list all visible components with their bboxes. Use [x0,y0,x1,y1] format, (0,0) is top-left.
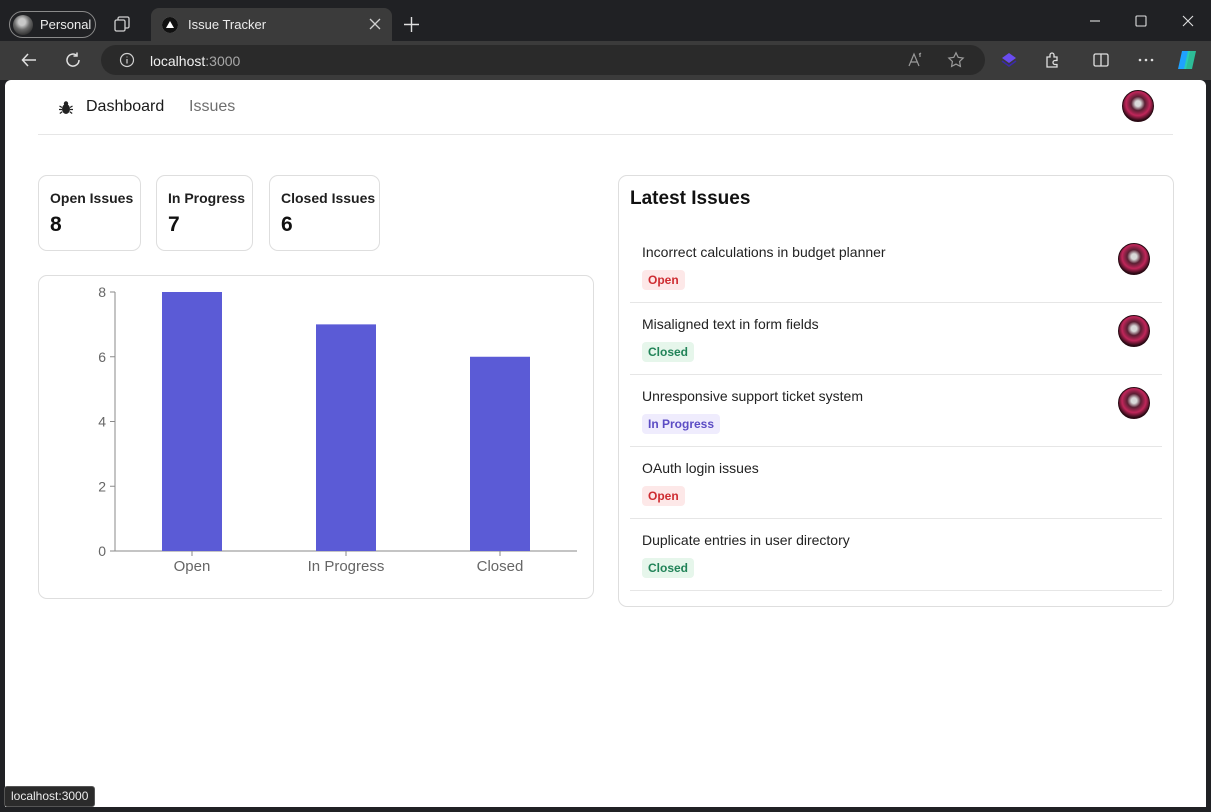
page-viewport: Dashboard Issues Open Issues 8 In Progre… [5,80,1206,807]
status-badge: In Progress [642,414,721,434]
read-aloud-icon[interactable] [907,51,925,69]
stat-value: 7 [168,213,180,236]
nav-link-issues[interactable]: Issues [189,98,236,115]
new-tab-icon[interactable] [403,16,420,33]
issue-title-link[interactable]: Unresponsive support ticket system [642,388,863,404]
browser-title-bar: Personal Issue Tracker [0,0,1211,41]
bar-open [162,292,222,551]
workspaces-icon[interactable] [113,15,131,33]
browser-toolbar: localhost:3000 [0,41,1211,80]
minimize-icon[interactable] [1088,14,1102,28]
favicon-icon [162,17,178,33]
status-badge: Closed [642,342,695,362]
y-tick-label: 2 [98,478,106,494]
stat-label: Open Issues [50,190,134,206]
more-options-icon[interactable] [1137,51,1155,69]
stat-label: In Progress [168,190,246,206]
user-avatar[interactable] [1122,90,1154,122]
split-screen-icon[interactable] [1092,51,1110,69]
stat-value: 6 [281,213,293,236]
stat-label: Closed Issues [281,190,376,206]
site-info-icon[interactable] [119,52,135,68]
maximize-icon[interactable] [1134,14,1148,28]
issue-title-link[interactable]: OAuth login issues [642,460,759,476]
status-badge: Open [642,270,685,290]
status-bar-url: localhost:3000 [4,786,96,807]
latest-issues-title: Latest Issues [630,188,751,209]
stat-card-open[interactable]: Open Issues 8 [38,175,141,251]
profile-label: Personal [40,17,92,32]
assignee-avatar [1118,387,1150,419]
bar-closed [470,356,530,551]
close-tab-icon[interactable] [369,18,381,30]
url-text[interactable]: localhost:3000 [150,53,240,69]
profile-avatar [13,14,33,35]
issue-status-chart-card: 0 2 4 6 8 Open In Progress Closed [38,275,594,599]
y-tick-label: 0 [98,543,106,559]
issue-title-link[interactable]: Misaligned text in form fields [642,316,819,332]
status-badge: Open [642,486,685,506]
favorite-star-icon[interactable] [947,51,965,69]
bug-logo-icon[interactable] [59,100,73,115]
assignee-avatar [1118,243,1150,275]
stat-card-in-progress[interactable]: In Progress 7 [156,175,253,251]
nav-link-dashboard[interactable]: Dashboard [86,98,165,115]
issue-status-bar-chart: 0 2 4 6 8 Open In Progress Closed [98,284,577,575]
stat-value: 8 [50,213,62,236]
x-tick-label: Open [174,558,211,575]
issue-title-link[interactable]: Incorrect calculations in budget planner [642,244,886,260]
extensions-icon[interactable] [1044,51,1062,69]
issue-row[interactable]: Duplicate entries in user directory Close… [630,519,1162,591]
x-tick-label: Closed [477,558,524,575]
app-navbar: Dashboard Issues [38,80,1173,135]
bar-in-progress [316,324,376,551]
issue-row[interactable]: Unresponsive support ticket system In Pro… [630,375,1162,447]
issue-title-link[interactable]: Duplicate entries in user directory [642,532,850,548]
issue-row[interactable]: Incorrect calculations in budget planner… [630,231,1162,303]
issue-row[interactable]: OAuth login issues Open [630,447,1162,519]
address-bar[interactable]: localhost:3000 [101,45,985,75]
y-tick-label: 8 [98,284,106,300]
issue-row[interactable]: Misaligned text in form fields Closed [630,303,1162,375]
url-port: :3000 [205,53,241,69]
assignee-avatar [1118,315,1150,347]
close-window-icon[interactable] [1181,14,1195,28]
extension-layers-icon[interactable] [1000,51,1018,69]
url-host: localhost [150,53,206,69]
copilot-icon[interactable] [1176,49,1200,71]
refresh-icon[interactable] [64,51,82,69]
latest-issues-card: Latest Issues Incorrect calculations in … [618,175,1174,607]
x-tick-label: In Progress [308,558,385,575]
stat-card-closed[interactable]: Closed Issues 6 [269,175,380,251]
tab-issue-tracker[interactable]: Issue Tracker [151,8,392,41]
back-icon[interactable] [20,51,38,69]
status-badge: Closed [642,558,695,578]
profile-button[interactable]: Personal [9,11,96,38]
tab-title: Issue Tracker [188,17,267,32]
y-tick-label: 6 [98,349,106,365]
y-tick-label: 4 [98,414,106,430]
